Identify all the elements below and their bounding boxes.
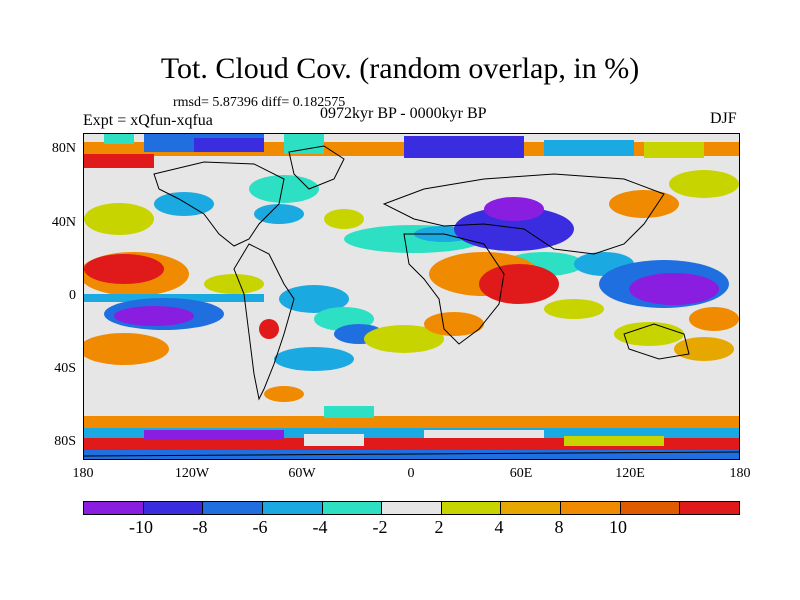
north-midlatitude-anomalies [84,170,739,276]
lon-label-60e: 60E [509,466,533,481]
south-midlatitude-anomalies [84,312,734,402]
colorbar-label: 10 [609,517,627,537]
lon-label-120e: 120E [615,466,645,481]
experiment-label: Expt = xQfun-xqfua [83,112,213,129]
colorbar-label: -6 [252,517,268,537]
colorbar-label: -8 [192,517,208,537]
colorbar-segment [620,502,681,514]
colorbar-label: -4 [312,517,328,537]
coastlines [84,145,739,457]
colorbar-segment [501,502,562,514]
colorbar-segment [382,502,442,514]
colorbar-label: 4 [494,517,504,537]
colorbar [83,501,740,515]
lat-label-80n: 80N [51,141,76,156]
tropical-anomalies [84,252,739,346]
stats-label: rmsd= 5.87396 diff= 0.182575 [173,95,346,110]
lat-label-80s: 80S [54,434,76,449]
map-panel [83,133,740,460]
season-label: DJF [710,110,737,127]
lon-label-0: 0 [407,466,415,481]
colorbar-segment [203,502,263,514]
colorbar-label: 8 [554,517,564,537]
colorbar-segment [322,502,383,514]
colorbar-label: -2 [372,517,388,537]
colorbar-segment [143,502,204,514]
colorbar-label: -10 [129,517,153,537]
colorbar-segment [84,502,144,514]
period-label: 0972kyr BP - 0000kyr BP [320,105,487,122]
colorbar-label: 2 [434,517,444,537]
map-title: Tot. Cloud Cov. (random overlap, in %) [160,52,640,85]
lon-label-60w: 60W [288,466,316,481]
cloud-cover-map [84,134,739,459]
lat-label-40n: 40N [51,215,76,230]
lat-label-0: 0 [69,288,76,303]
colorbar-segment [262,502,323,514]
colorbar-segment [561,502,621,514]
lon-label-120w: 120W [174,466,210,481]
lat-label-40s: 40S [54,361,76,376]
lon-label-180w: 180 [72,466,94,481]
colorbar-segment [441,502,502,514]
arctic-anomalies [84,134,739,168]
colorbar-segment [680,502,740,514]
lon-label-180e: 180 [729,466,751,481]
